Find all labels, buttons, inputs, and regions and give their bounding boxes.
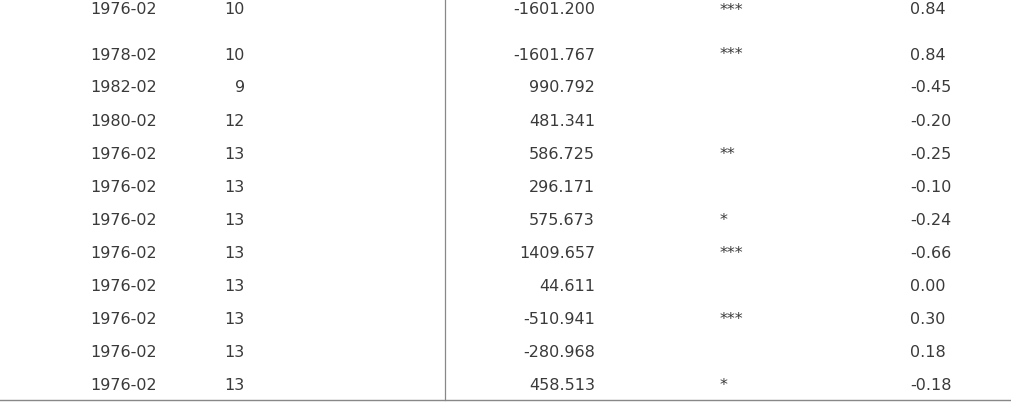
Text: 1976-02: 1976-02 (90, 278, 157, 293)
Text: 44.611: 44.611 (539, 278, 595, 293)
Text: *: * (720, 212, 728, 227)
Text: **: ** (720, 146, 736, 161)
Text: ***: *** (720, 312, 744, 327)
Text: 10: 10 (224, 47, 245, 63)
Text: 1976-02: 1976-02 (90, 344, 157, 359)
Text: 12: 12 (224, 113, 245, 129)
Text: 586.725: 586.725 (529, 146, 595, 161)
Text: 481.341: 481.341 (529, 113, 595, 129)
Text: -510.941: -510.941 (523, 312, 595, 327)
Text: 0.00: 0.00 (910, 278, 945, 293)
Text: ***: *** (720, 2, 744, 17)
Text: *: * (720, 378, 728, 393)
Text: 1976-02: 1976-02 (90, 378, 157, 393)
Text: 1982-02: 1982-02 (90, 81, 157, 95)
Text: 13: 13 (224, 212, 245, 227)
Text: 1976-02: 1976-02 (90, 212, 157, 227)
Text: -0.24: -0.24 (910, 212, 951, 227)
Text: 0.30: 0.30 (910, 312, 945, 327)
Text: -280.968: -280.968 (523, 344, 595, 359)
Text: 1976-02: 1976-02 (90, 180, 157, 195)
Text: 13: 13 (224, 146, 245, 161)
Text: 13: 13 (224, 378, 245, 393)
Text: 458.513: 458.513 (529, 378, 595, 393)
Text: 13: 13 (224, 344, 245, 359)
Text: 1976-02: 1976-02 (90, 312, 157, 327)
Text: 13: 13 (224, 312, 245, 327)
Text: 296.171: 296.171 (529, 180, 595, 195)
Text: -0.20: -0.20 (910, 113, 951, 129)
Text: 0.84: 0.84 (910, 47, 945, 63)
Text: ***: *** (720, 47, 744, 63)
Text: 1976-02: 1976-02 (90, 2, 157, 17)
Text: -0.10: -0.10 (910, 180, 951, 195)
Text: 1409.657: 1409.657 (519, 246, 595, 261)
Text: ***: *** (720, 246, 744, 261)
Text: -1601.767: -1601.767 (513, 47, 595, 63)
Text: 10: 10 (224, 2, 245, 17)
Text: -0.25: -0.25 (910, 146, 951, 161)
Text: 13: 13 (224, 278, 245, 293)
Text: 9: 9 (235, 81, 245, 95)
Text: 1980-02: 1980-02 (90, 113, 157, 129)
Text: 1976-02: 1976-02 (90, 246, 157, 261)
Text: -0.45: -0.45 (910, 81, 951, 95)
Text: 0.18: 0.18 (910, 344, 945, 359)
Text: 990.792: 990.792 (529, 81, 595, 95)
Text: 13: 13 (224, 246, 245, 261)
Text: 1976-02: 1976-02 (90, 146, 157, 161)
Text: -0.66: -0.66 (910, 246, 951, 261)
Text: 575.673: 575.673 (529, 212, 595, 227)
Text: 13: 13 (224, 180, 245, 195)
Text: 0.84: 0.84 (910, 2, 945, 17)
Text: -1601.200: -1601.200 (513, 2, 595, 17)
Text: -0.18: -0.18 (910, 378, 951, 393)
Text: 1978-02: 1978-02 (90, 47, 157, 63)
